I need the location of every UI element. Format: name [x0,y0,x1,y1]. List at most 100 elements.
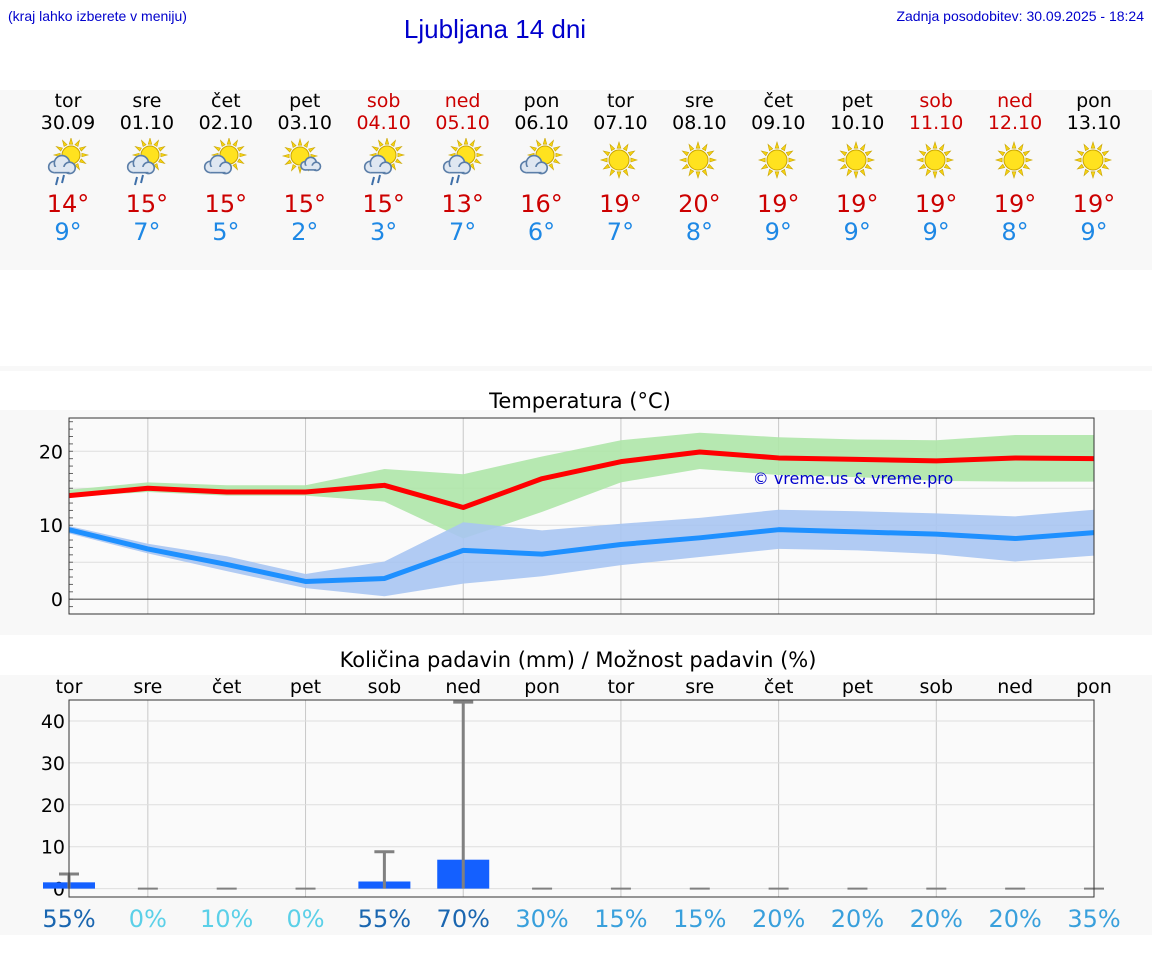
precipitation-chart-title: Količina padavin (mm) / Možnost padavin … [340,648,817,672]
x-day-label: pon [524,676,560,698]
x-day-label: pon [1076,676,1112,698]
precipitation-probability: 15% [673,905,726,933]
day-name: pon [1076,90,1112,112]
day-name: sre [684,90,714,112]
min-temperature: 7° [606,218,635,246]
sun-icon [916,140,955,180]
min-temperature: 9° [1080,218,1108,246]
min-temperature: 9° [843,218,871,246]
x-day-label: tor [607,676,634,698]
day-column: sob 11.10 19° 9° [896,90,976,246]
day-column: sob 04.10 15° 3° [344,90,424,246]
temperature-chart: Temperatura (°C) 0 10 20 © vreme.us & vreme.… [39,389,1095,615]
min-temperature: 6° [527,218,556,246]
day-column: tor 07.10 19° 7° [580,90,660,246]
day-column: čet 09.10 19° 9° [738,90,818,246]
max-temperature: 15° [204,190,248,218]
day-column: tor 30.09 14° 9° [28,90,108,246]
max-temperature: 14° [46,190,90,218]
sun-icon [679,140,718,180]
min-temperature: 3° [370,218,398,246]
max-temperature: 19° [756,190,800,218]
max-temperature: 15° [362,190,405,218]
min-temperature: 9° [54,218,82,246]
max-temperature: 19° [1072,190,1116,218]
day-column: čet 02.10 15° 5° [186,90,266,246]
x-day-label: sre [133,676,162,698]
sun-small-cloud-icon [281,138,322,175]
day-name: pon [523,90,560,112]
day-column: ned 12.10 19° 8° [975,90,1055,246]
min-temperature: 5° [212,218,240,246]
day-date: 06.10 [514,112,569,134]
max-temperature: 15° [125,190,169,218]
sun-cloud-rain-icon [442,138,484,186]
day-column: pet 03.10 15° 2° [265,90,345,246]
precipitation-probability: 20% [988,905,1041,933]
x-day-label: sre [685,676,714,698]
day-column: ned 05.10 13° 7° [423,90,503,246]
x-day-label: čet [212,676,242,698]
day-column: pon 06.10 16° 6° [502,90,582,246]
max-temperature: 19° [914,190,958,218]
x-day-label: čet [764,676,794,698]
sun-cloud-rain-icon [47,138,90,186]
precipitation-probability: 0% [129,905,167,933]
day-date: 07.10 [593,112,648,134]
day-date: 08.10 [672,112,727,134]
day-name: tor [54,90,82,112]
day-name: sob [366,90,401,112]
precipitation-probability: 55% [358,905,411,933]
max-temperature-line [68,449,1095,510]
day-date: 12.10 [987,112,1043,134]
sun-icon [1073,140,1112,180]
day-name: čet [763,90,794,112]
x-day-label: ned [445,676,481,698]
day-name: tor [606,90,634,112]
min-temperature: 9° [764,218,792,246]
daily-forecast-strip: tor 30.09 14° 9° sre 01.10 15° 7° čet 02.10 15° 5° p… [0,90,1152,270]
day-date: 04.10 [356,112,411,134]
precipitation-probability: 20% [752,905,805,933]
precipitation-probability: 20% [910,905,963,933]
day-name: pet [841,90,873,112]
x-day-label: tor [56,676,83,698]
sun-icon [837,140,876,180]
max-temperature: 16° [520,190,563,218]
plot-area [69,700,1094,897]
day-date: 30.09 [40,112,96,134]
precipitation-probability: 55% [42,905,95,933]
x-day-label: sob [368,676,402,698]
sun-icon [995,140,1034,180]
separator [0,366,1152,371]
max-temperature: 20° [678,190,721,218]
precipitation-probability: 35% [1067,905,1120,933]
sun-cloud-rain-icon [363,138,405,186]
y-tick-label: 10 [41,837,65,859]
day-column: pet 10.10 19° 9° [817,90,897,246]
day-date: 01.10 [119,112,175,134]
day-column: sre 08.10 20° 8° [659,90,739,246]
sun-icon [600,140,639,180]
day-column: sre 01.10 15° 7° [107,90,187,246]
precipitation-probability: 10% [200,905,253,933]
max-temperature: 13° [441,190,484,218]
min-temperature: 7° [133,218,161,246]
y-tick-label: 10 [39,515,63,537]
y-tick-label: 0 [51,589,63,611]
day-name: sre [132,90,162,112]
watermark: © vreme.us & vreme.pro [753,469,954,488]
temperature-chart-title: Temperatura (°C) [488,389,671,413]
y-tick-label: 20 [39,441,63,463]
precipitation-probability: 20% [831,905,884,933]
y-tick-label: 20 [41,795,65,817]
day-name: ned [444,90,481,112]
min-temperature-line [68,527,1095,584]
day-date: 02.10 [198,112,254,134]
x-day-label: ned [997,676,1033,698]
plot-border [68,699,1095,898]
day-column: pon 13.10 19° 9° [1054,90,1134,246]
y-tick-label: 30 [41,753,65,775]
max-temperature: 19° [993,190,1037,218]
day-name: pet [289,90,321,112]
